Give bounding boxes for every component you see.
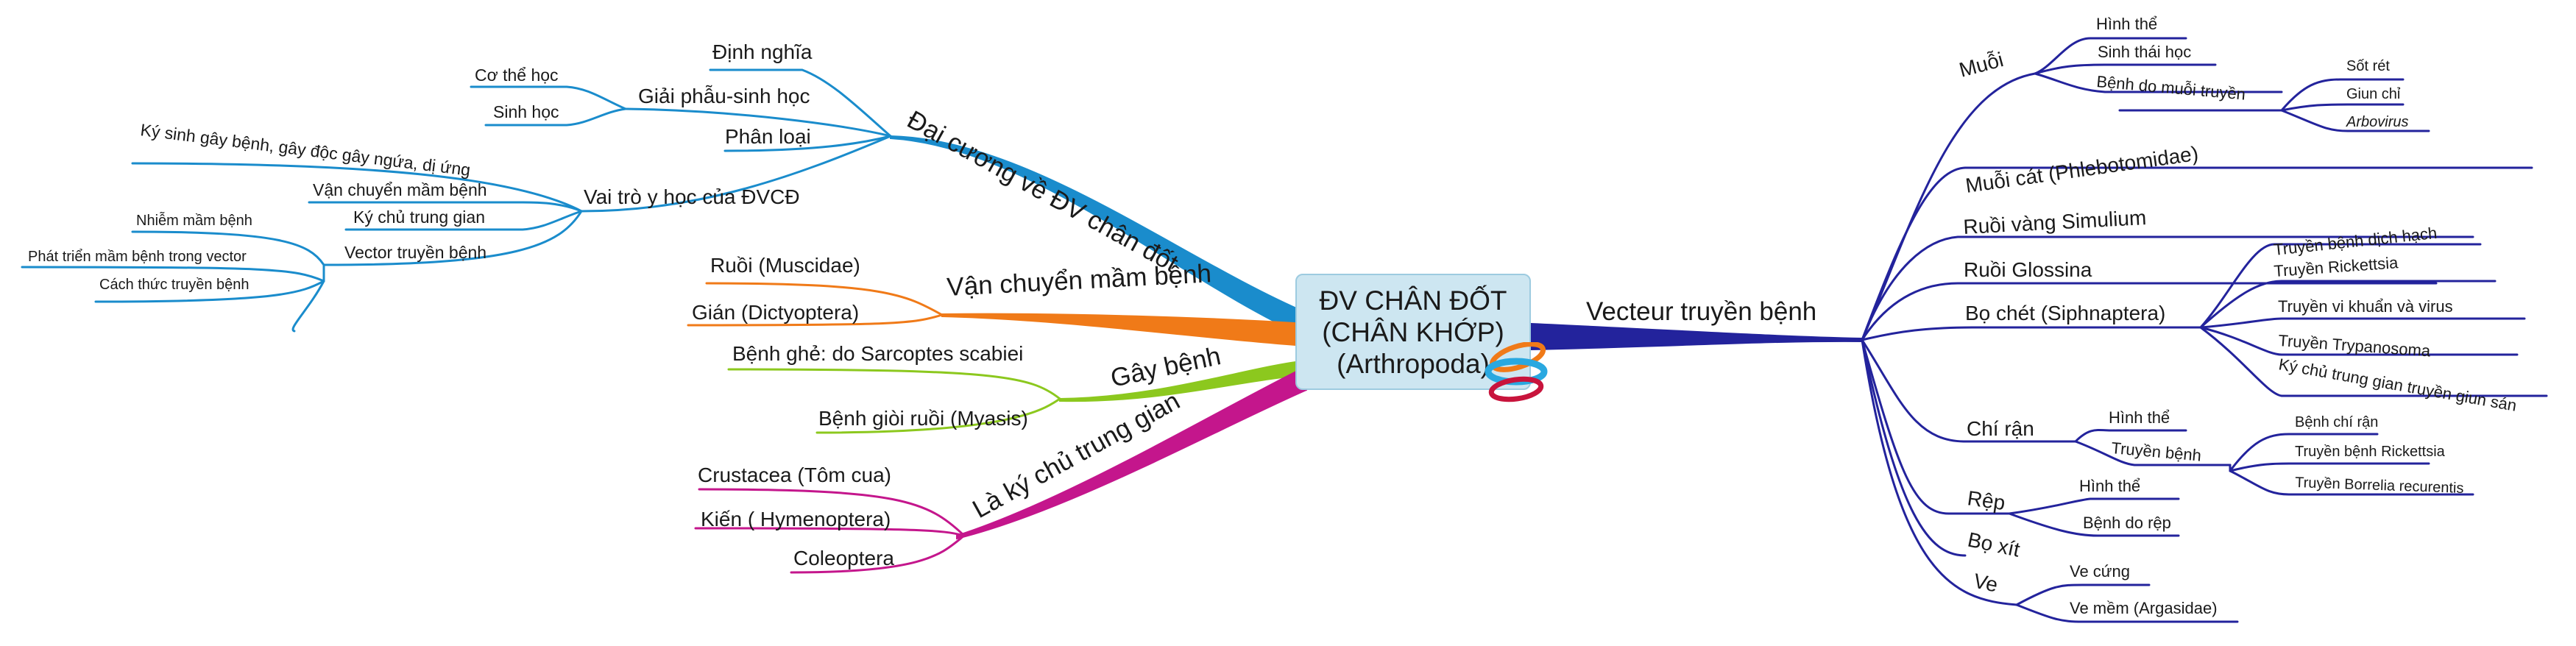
label-bo-chet: Bọ chét (Siphnaptera) (1965, 302, 2165, 324)
label-ve: Ve (1972, 569, 2000, 597)
label-muoi-hinh-the: Hình thể (2096, 15, 2157, 33)
label-crustacea: Crustacea (Tôm cua) (698, 464, 891, 486)
label-coleoptera: Coleoptera (793, 547, 894, 569)
label-phan-loai: Phân loại (725, 125, 811, 148)
label-chi-ran-rickettsia: Truyền bệnh Rickettsia (2295, 444, 2446, 460)
label-ky-sinh: Ký sinh gây bệnh, gây độc gây ngứa, dị ứ… (139, 120, 471, 180)
label-chi-ran-truyen-benh: Truyền bệnh (2111, 439, 2202, 465)
label-dai-cuong: Đại cương về ĐV chân đốt (902, 105, 1183, 278)
label-ruoi-vang: Ruồi vàng Simulium (1963, 206, 2147, 238)
label-bo-xit: Bọ xít (1966, 528, 2023, 561)
label-cach-thuc: Cách thức truyền bệnh (99, 277, 250, 293)
label-rep: Rệp (1966, 486, 2006, 514)
label-muoi: Muỗi (1957, 48, 2006, 82)
label-vecteur: Vecteur truyền bệnh (1586, 297, 1816, 326)
label-muoi-benh: Bệnh do muỗi truyền (2096, 72, 2246, 104)
label-benh-chi-ran: Bệnh chí rận (2295, 414, 2378, 430)
label-phat-trien: Phát triển mầm bệnh trong vector (28, 249, 247, 265)
label-vi-khuan: Truyền vi khuẩn và virus (2278, 297, 2453, 316)
label-vai-tro: Vai trò y học của ĐVCĐ (584, 185, 800, 208)
central-topic[interactable]: ĐV CHÂN ĐỐT (CHÂN KHỚP) (Arthropoda) (1295, 274, 1531, 390)
label-muoi-sinh-thai: Sinh thái học (2098, 43, 2191, 61)
label-gian: Gián (Dictyoptera) (692, 301, 859, 324)
central-topic-line-2: (CHÂN KHỚP) (1322, 316, 1504, 347)
label-sot-ret: Sốt rét (2346, 58, 2390, 74)
label-co-the-hoc: Cơ thể học (475, 65, 559, 85)
label-van-chuyen: Vận chuyển mầm bệnh (946, 259, 1212, 302)
label-giun-chi: Giun chỉ (2346, 86, 2401, 102)
label-giai-phau: Giải phẫu-sinh học (638, 85, 810, 107)
label-ky-chu-trung-gian-small: Ký chủ trung gian (353, 207, 485, 227)
label-giun-san: Ký chủ trung gian truyền giun sán (2277, 355, 2518, 415)
label-chi-ran-hinh-the: Hình thể (2109, 408, 2170, 427)
label-trypanosoma: Truyền Trypanosoma (2278, 331, 2432, 360)
label-ruoi-muscidae: Ruồi (Muscidae) (710, 254, 860, 277)
label-gioi-ruoi: Bệnh giòi ruồi (Myasis) (818, 407, 1028, 430)
label-arbovirus: Arbovirus (2346, 114, 2408, 130)
branch-van-chuyen (941, 313, 1307, 347)
label-rep-hinh-the: Hình thể (2079, 477, 2140, 495)
label-ve-cung: Ve cứng (2070, 562, 2130, 581)
label-dinh-nghia: Định nghĩa (712, 40, 813, 63)
label-ruoi-glossina: Ruồi Glossina (1964, 258, 2092, 281)
label-ghe: Bệnh ghẻ: do Sarcoptes scabiei (732, 342, 1023, 365)
label-muoi-cat: Muỗi cát (Phlebotomidae) (1964, 142, 2200, 197)
label-nhiem: Nhiễm mầm bệnh (136, 212, 252, 229)
label-dich-hach: Truyền bệnh dịch hạch (2273, 224, 2438, 259)
central-topic-line-1: ĐV CHÂN ĐỐT (1319, 285, 1507, 316)
label-kien: Kiến ( Hymenoptera) (701, 508, 891, 530)
rings-icon (1485, 342, 1548, 402)
branch-vecteur (1530, 322, 1863, 351)
label-bo-chet-rickettsia: Truyền Rickettsia (2274, 253, 2399, 280)
label-sinh-hoc: Sinh học (493, 102, 559, 121)
label-vector: Vector truyền bệnh (344, 243, 486, 262)
central-topic-line-3: (Arthropoda) (1337, 348, 1490, 379)
label-rep-benh: Bệnh do rệp (2083, 514, 2171, 532)
label-van-chuyen-mam-benh-small: Vận chuyển mầm bệnh (313, 180, 487, 199)
label-chi-ran: Chí rận (1967, 417, 2034, 440)
branch-ky-chu (956, 365, 1307, 540)
label-ve-mem: Ve mềm (Argasidae) (2070, 599, 2218, 617)
